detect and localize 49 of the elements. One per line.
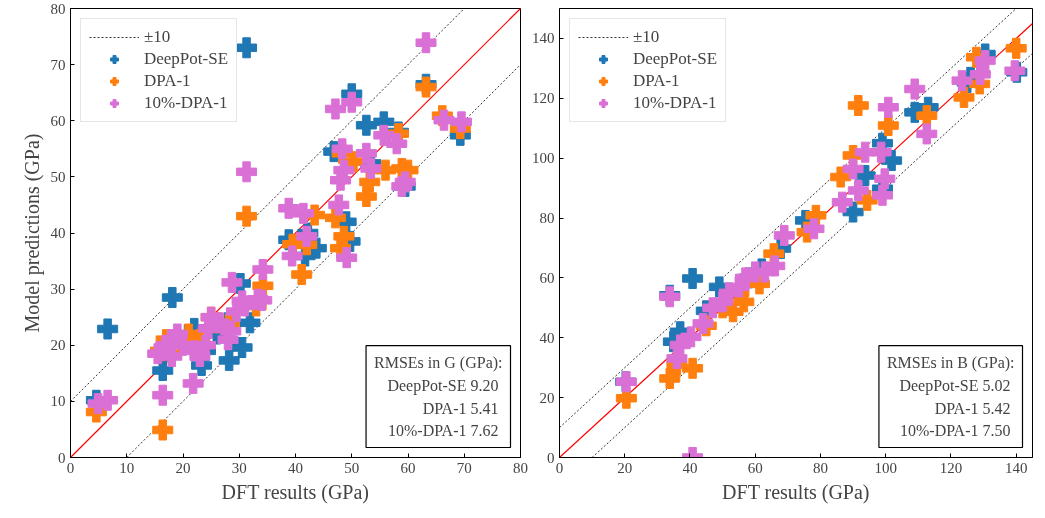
x-tick-label: 40 [682,459,698,476]
annotation: DeepPot-SE 9.20 [387,376,499,395]
legend-label: ±10 [144,27,171,47]
x-tick-label: 20 [175,459,191,476]
y-tick-label: 70 [50,56,66,73]
legend-label: ±10 [633,27,660,47]
x-tick-label: 20 [617,459,633,476]
y-tick-label: 40 [50,225,66,241]
legend-label: DPA-1 [633,71,680,91]
x-tick-label: 140 [1004,459,1028,476]
y-tick-label: 20 [50,337,66,354]
y-tick-label: 80 [50,0,66,17]
y-tick-label: 120 [532,90,555,107]
annotation: DPA-1 5.42 [934,399,1011,417]
x-axis-title: DFT results (GPa) [722,480,870,504]
annotation: RMSEs in G (GPa): [374,353,503,372]
legend-label: 10%-DPA-1 [633,93,717,113]
y-tick-label: 40 [539,329,555,346]
x-axis-title: DFT results (GPa) [221,480,370,504]
y-axis-title: Model predictions (GPa) [20,133,44,333]
x-tick-label: 80 [812,459,828,476]
x-tick-label: 60 [747,459,763,476]
x-tick-label: 100 [874,459,897,476]
x-tick-label: 40 [288,459,303,476]
x-tick-label: 70 [456,459,472,476]
x-tick-label: 30 [231,459,247,476]
legend-label: DeepPot-SE [633,49,718,69]
y-tick-label: 10 [50,393,66,410]
annotation: DeepPot-SE 5.02 [899,376,1011,395]
y-tick-label: 30 [50,281,66,298]
x-tick-label: 50 [344,459,360,476]
legend-label: DeepPot-SE [144,49,229,69]
y-tick-label: 100 [532,150,555,167]
legend-label: DPA-1 [144,71,191,91]
legend-label: 10%-DPA-1 [144,93,228,113]
annotation: 10%-DPA-1 7.62 [387,422,499,440]
x-tick-label: 10 [119,459,135,476]
x-tick-label: 60 [400,459,416,476]
annotation: RMSEs in B (GPa): [886,353,1015,372]
annotation: 10%-DPA-1 7.50 [899,422,1011,440]
y-tick-label: 140 [532,30,555,47]
y-tick-label: 80 [539,210,555,227]
x-tick-label: 120 [939,459,963,476]
y-tick-label: 50 [50,168,66,185]
y-tick-label: 60 [50,112,66,129]
x-tick-label: 80 [513,459,528,476]
annotation: DPA-1 5.41 [422,399,499,417]
y-tick-label: 60 [539,269,555,286]
y-tick-label: 20 [539,389,555,406]
